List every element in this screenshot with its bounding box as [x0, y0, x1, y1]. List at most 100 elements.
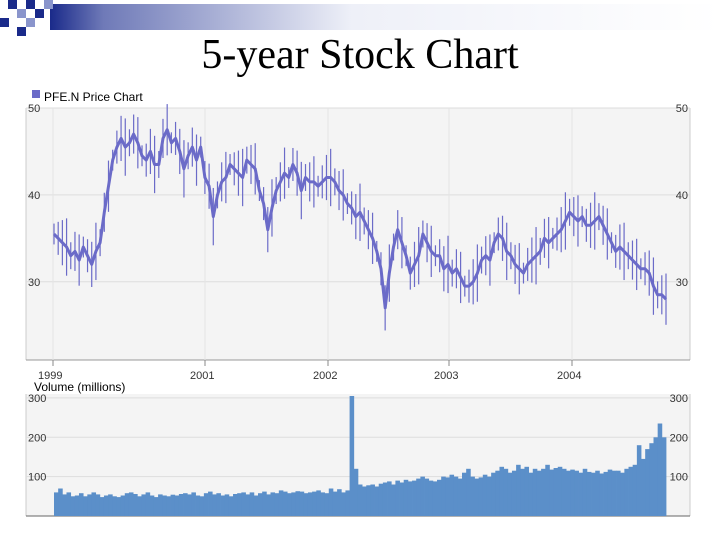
volume-bar [316, 490, 321, 516]
volume-bar [266, 494, 271, 516]
volume-bar [466, 468, 471, 516]
volume-bar [420, 476, 425, 516]
volume-bar [332, 491, 338, 516]
volume-bar [574, 470, 579, 516]
volume-bar [299, 491, 305, 516]
volume-bar [470, 476, 475, 516]
volume-bar [295, 491, 301, 516]
legend-square [32, 90, 40, 98]
volume-series [54, 396, 667, 516]
volume-bar [183, 493, 188, 516]
volume-bar [653, 437, 659, 516]
volume-bar [103, 495, 109, 516]
volume-bar [424, 478, 430, 516]
volume-y-ticks: 100 100 200 200 300 300 [28, 393, 688, 484]
price-chart-title: PFE.N Price Chart [44, 90, 143, 104]
x-axis-ticks: 1999 2001 2002 2003 2004 [38, 360, 581, 382]
volume-bar [353, 468, 359, 516]
volume-bar [541, 468, 546, 516]
volume-bar [191, 492, 196, 516]
deco-square [17, 27, 26, 36]
title-gradient-band [50, 4, 720, 30]
volume-bar [91, 492, 97, 516]
deco-square [44, 0, 53, 9]
volume-bar [320, 492, 326, 516]
volume-bar [561, 468, 567, 516]
volume-bar [636, 445, 642, 516]
volume-bar [328, 488, 334, 516]
volume-bar [661, 437, 667, 516]
volume-bar [591, 472, 596, 516]
volume-bar [78, 493, 84, 516]
volume-bar [303, 493, 309, 516]
volume-bar [282, 491, 288, 516]
volume-bar [287, 493, 292, 516]
volume-bar [374, 486, 380, 516]
volume-bar [66, 492, 72, 516]
volume-bar [58, 488, 63, 516]
volume-bar [624, 468, 629, 516]
volume-bar [453, 476, 459, 516]
deco-square [0, 18, 9, 27]
volume-bar [112, 496, 117, 516]
price-y-tick-label-right: 40 [676, 190, 688, 202]
volume-bar [270, 492, 276, 516]
volume-bar [224, 494, 230, 516]
volume-bar [474, 478, 480, 516]
title-decoration [0, 0, 720, 36]
volume-bar [245, 494, 251, 516]
volume-bar [445, 477, 450, 516]
slide-title: 5-year Stock Chart [201, 32, 519, 78]
volume-bar [582, 468, 588, 516]
volume-bar [607, 469, 613, 516]
volume-bar [491, 472, 496, 516]
volume-bar [378, 483, 384, 516]
price-y-tick-label-left: 30 [28, 277, 40, 289]
volume-bar [486, 476, 492, 516]
volume-bar [220, 495, 226, 516]
volume-bar [83, 496, 88, 516]
volume-bar [141, 494, 146, 516]
volume-bar [145, 492, 151, 516]
volume-y-tick-label-left: 200 [28, 432, 46, 444]
volume-bar [516, 464, 521, 516]
volume-bar [616, 470, 621, 516]
volume-bar [133, 494, 138, 516]
volume-bar [595, 470, 600, 516]
volume-bar [228, 496, 234, 516]
volume-bar [528, 472, 534, 516]
volume-bar [178, 494, 184, 516]
deco-square [26, 18, 35, 27]
volume-bar [149, 495, 155, 516]
volume-bar [162, 495, 167, 516]
volume-bar [628, 466, 634, 516]
volume-y-tick-label-left: 300 [28, 393, 46, 405]
volume-bar [603, 471, 609, 516]
volume-bar [341, 492, 346, 516]
volume-bar [312, 491, 317, 516]
volume-bar [137, 496, 142, 516]
volume-bar [345, 490, 350, 516]
volume-y-tick-label-right: 100 [670, 472, 688, 484]
volume-bar [399, 482, 405, 516]
volume-bar [166, 496, 171, 516]
volume-bar [645, 449, 650, 516]
volume-bar [108, 494, 113, 516]
volume-bar [170, 494, 176, 516]
volume-bar [87, 494, 92, 516]
volume-bar [437, 479, 442, 516]
deco-square [26, 0, 35, 9]
price-y-ticks: 30 30 40 40 50 50 [28, 103, 688, 289]
volume-bar [449, 474, 455, 516]
volume-chart-title: Volume (millions) [34, 380, 125, 394]
volume-bar [416, 478, 421, 516]
volume-bar [412, 480, 417, 516]
volume-bar [116, 497, 122, 516]
volume-bar [428, 480, 434, 516]
volume-bar [99, 497, 105, 516]
volume-bar [503, 468, 509, 516]
deco-square [17, 9, 26, 18]
volume-bar [216, 493, 221, 516]
volume-bar [478, 477, 484, 516]
volume-bar [187, 494, 192, 516]
